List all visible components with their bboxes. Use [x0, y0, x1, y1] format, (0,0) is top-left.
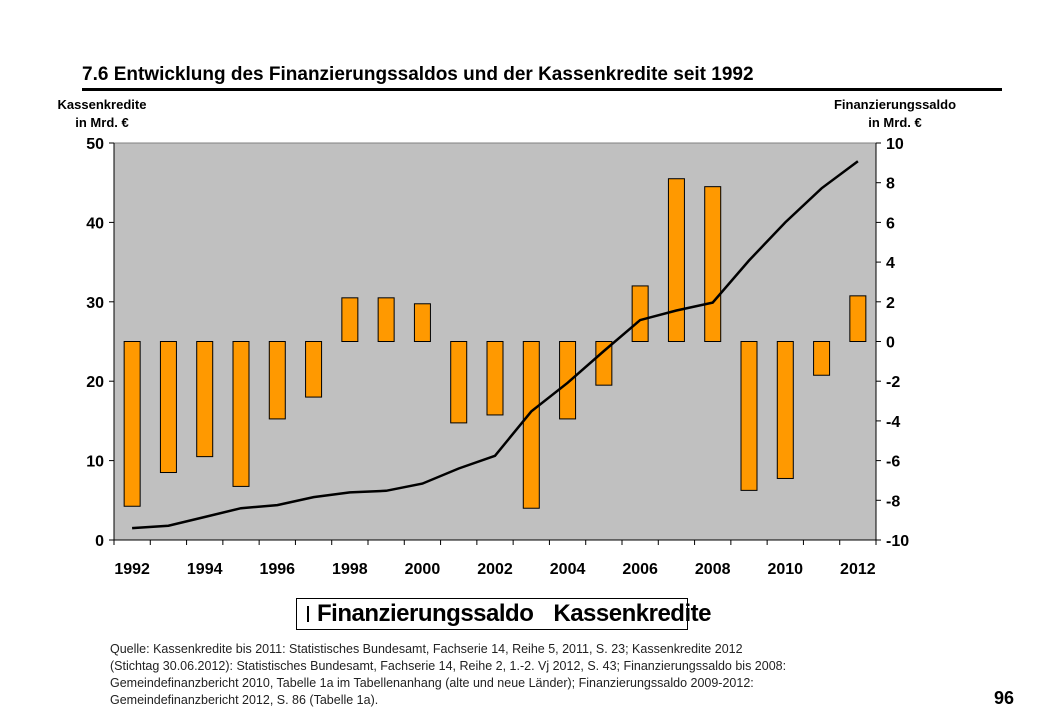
right-axis-tick-label: 2 — [886, 295, 895, 312]
bar-finanzierungssaldo — [776, 341, 794, 479]
left-axis-title-line-1: Kassenkredite — [57, 97, 147, 112]
right-axis-tick-label: 4 — [886, 255, 895, 272]
right-axis-tick-label: 10 — [886, 136, 904, 153]
left-axis-tick-label: 10 — [86, 454, 104, 471]
source-line: (Stichtag 30.06.2012): Statistisches Bun… — [110, 659, 787, 673]
bar-finanzierungssaldo — [305, 341, 323, 398]
right-axis-tick-label: -10 — [886, 533, 909, 550]
x-axis-tick-label: 2012 — [840, 561, 876, 578]
left-axis-tick-label: 50 — [86, 136, 104, 153]
chart-title: 7.6 Entwicklung des Finanzierungssaldos … — [82, 64, 754, 85]
x-axis-tick-label: 2000 — [405, 561, 441, 578]
x-axis-tick-label: 1994 — [187, 561, 223, 578]
bar-finanzierungssaldo — [667, 178, 685, 342]
right-axis-title: Finanzierungssaldo in Mrd. € — [815, 96, 975, 132]
source-line: Quelle: Kassenkredite bis 2011: Statisti… — [110, 642, 743, 656]
page-number: 96 — [994, 688, 1015, 708]
right-axis-tick-label: 6 — [886, 215, 895, 232]
right-axis-title-line-1: Finanzierungssaldo — [833, 97, 957, 112]
x-axis-tick-label: 1996 — [259, 561, 295, 578]
left-axis-tick-label: 20 — [86, 374, 104, 391]
bar-finanzierungssaldo — [159, 341, 177, 474]
bar-finanzierungssaldo — [849, 295, 867, 342]
bar-finanzierungssaldo — [522, 341, 540, 509]
left-axis-title: Kassenkredite in Mrd. € — [32, 96, 172, 132]
right-axis-tick-label: -2 — [886, 374, 900, 391]
bar-finanzierungssaldo — [813, 341, 831, 376]
title-underline — [82, 88, 1002, 91]
source-note: Quelle: Kassenkredite bis 2011: Statisti… — [110, 641, 920, 709]
left-axis-tick-label: 30 — [86, 295, 104, 312]
source-line: Gemeindefinanzbericht 2010, Tabelle 1a i… — [110, 676, 754, 690]
x-axis-tick-label: 2008 — [695, 561, 731, 578]
bar-finanzierungssaldo — [196, 341, 214, 458]
right-axis-tick-label: 8 — [886, 176, 895, 193]
legend-line-label: Kassenkredite — [553, 600, 711, 627]
right-axis-tick-label: 0 — [886, 335, 895, 352]
x-axis-tick-label: 2002 — [477, 561, 513, 578]
line-kassenkredite — [132, 160, 859, 530]
x-axis-tick-label: 1992 — [114, 561, 150, 578]
bar-finanzierungssaldo — [450, 341, 468, 424]
legend: Finanzierungssaldo Kassenkredite — [296, 598, 711, 630]
bar-finanzierungssaldo — [631, 285, 649, 343]
x-axis-tick-label: 2010 — [767, 561, 803, 578]
bar-finanzierungssaldo — [595, 341, 613, 386]
bar-finanzierungssaldo — [413, 303, 431, 343]
right-axis-tick-label: -6 — [886, 454, 900, 471]
bar-finanzierungssaldo — [123, 341, 141, 507]
bar-finanzierungssaldo — [377, 297, 395, 342]
left-axis-tick-label: 40 — [86, 215, 104, 232]
legend-bar-label: Finanzierungssaldo — [317, 600, 534, 627]
source-line: Gemeindefinanzbericht 2012, S. 86 (Tabel… — [110, 693, 379, 707]
x-axis-tick-label: 2004 — [550, 561, 586, 578]
x-axis-tick-label: 2006 — [622, 561, 658, 578]
left-axis-title-line-2: in Mrd. € — [75, 115, 129, 130]
x-axis-tick-label: 1998 — [332, 561, 368, 578]
bar-finanzierungssaldo — [341, 297, 359, 342]
bar-finanzierungssaldo — [268, 341, 286, 420]
bar-finanzierungssaldo — [740, 341, 758, 491]
right-axis-tick-label: -8 — [886, 493, 900, 510]
bar-finanzierungssaldo — [559, 341, 577, 420]
right-axis-title-line-2: in Mrd. € — [868, 115, 922, 130]
bar-finanzierungssaldo — [704, 186, 722, 342]
right-axis-tick-label: -4 — [886, 414, 900, 431]
bar-finanzierungssaldo — [486, 341, 504, 416]
left-axis-tick-label: 0 — [95, 533, 104, 550]
bar-finanzierungssaldo — [232, 341, 250, 487]
legend-bar-swatch — [307, 606, 309, 622]
